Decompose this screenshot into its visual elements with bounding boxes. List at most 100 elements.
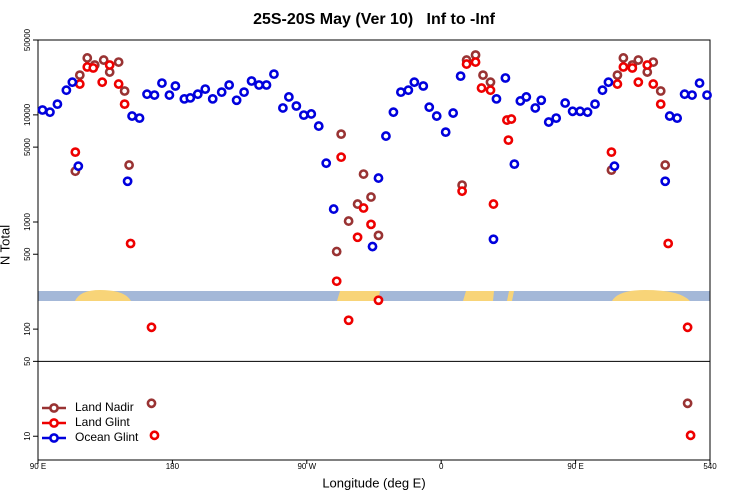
legend-label: Ocean Glint: [75, 430, 139, 444]
point: [367, 241, 378, 252]
point: [633, 55, 644, 65]
point: [582, 107, 593, 118]
y-tick-label: 50: [23, 356, 32, 365]
point: [590, 99, 600, 110]
point: [395, 87, 406, 98]
point: [633, 77, 644, 88]
point: [306, 109, 317, 119]
x-tick-label: 180: [166, 462, 180, 471]
point: [470, 57, 481, 67]
point: [291, 101, 302, 111]
point: [122, 176, 133, 187]
point: [98, 55, 109, 65]
point: [373, 295, 384, 306]
point: [104, 60, 115, 70]
point: [500, 73, 511, 83]
point: [343, 315, 354, 326]
point: [142, 89, 152, 100]
point: [127, 111, 137, 121]
point: [491, 93, 502, 104]
point: [388, 107, 399, 118]
point: [655, 86, 666, 96]
point: [672, 113, 683, 124]
point: [73, 161, 84, 172]
y-axis-label: N Total: [0, 225, 12, 265]
point: [246, 76, 257, 86]
x-tick-label: 90 E: [30, 462, 46, 471]
point: [192, 89, 203, 100]
point: [627, 63, 638, 73]
point: [119, 99, 130, 110]
point: [125, 238, 136, 249]
point: [82, 53, 93, 63]
point: [418, 81, 429, 91]
point: [597, 85, 608, 96]
y-tick-label: 10000: [23, 103, 32, 126]
point: [403, 85, 414, 96]
legend-label: Land Glint: [75, 415, 130, 429]
point: [440, 127, 451, 138]
point: [231, 95, 242, 106]
point: [476, 83, 487, 93]
point: [254, 80, 264, 90]
point: [506, 114, 517, 124]
point: [536, 95, 547, 106]
legend-label: Land Nadir: [75, 400, 134, 414]
y-tick-label: 1000: [23, 213, 32, 231]
point: [685, 430, 696, 441]
point: [67, 77, 78, 88]
land-strip: [507, 291, 514, 301]
point: [478, 70, 488, 81]
point: [567, 106, 578, 117]
point: [239, 87, 249, 98]
point: [431, 111, 442, 121]
point: [488, 199, 499, 209]
y-tick-label: 10: [23, 431, 32, 440]
point: [298, 110, 309, 121]
chart-title: 25S-20S May (Ver 10) Inf to -Inf: [253, 11, 496, 28]
point: [373, 230, 384, 241]
point: [70, 147, 81, 158]
point: [530, 103, 541, 113]
land-strip: [337, 291, 380, 301]
point: [149, 430, 160, 441]
point: [343, 216, 354, 226]
point: [373, 173, 384, 183]
point: [146, 322, 157, 333]
point: [655, 99, 666, 110]
point: [687, 90, 697, 100]
point: [648, 79, 659, 89]
point: [457, 186, 468, 197]
plot-frame: [37, 39, 711, 461]
point: [134, 113, 145, 124]
x-tick-label: 90 E: [567, 462, 583, 471]
point: [682, 398, 693, 409]
y-tick-label: 5000: [23, 138, 32, 156]
point: [146, 398, 157, 409]
point: [488, 234, 499, 245]
point: [679, 89, 690, 100]
point: [455, 71, 466, 82]
point: [663, 238, 674, 249]
point: [358, 169, 369, 179]
point: [682, 322, 693, 333]
point: [164, 90, 175, 100]
point: [185, 93, 196, 103]
point: [216, 87, 227, 98]
point: [207, 93, 218, 104]
point: [551, 113, 562, 124]
point: [113, 57, 124, 67]
point: [149, 90, 160, 100]
point: [618, 53, 629, 63]
point: [278, 103, 288, 113]
point: [331, 276, 342, 287]
point: [61, 85, 72, 96]
x-tick-label: 540: [703, 462, 717, 471]
point: [328, 204, 339, 214]
point: [521, 92, 532, 102]
point: [45, 107, 55, 118]
point: [618, 62, 629, 72]
point: [381, 131, 391, 141]
point: [366, 219, 376, 230]
point: [52, 99, 63, 110]
